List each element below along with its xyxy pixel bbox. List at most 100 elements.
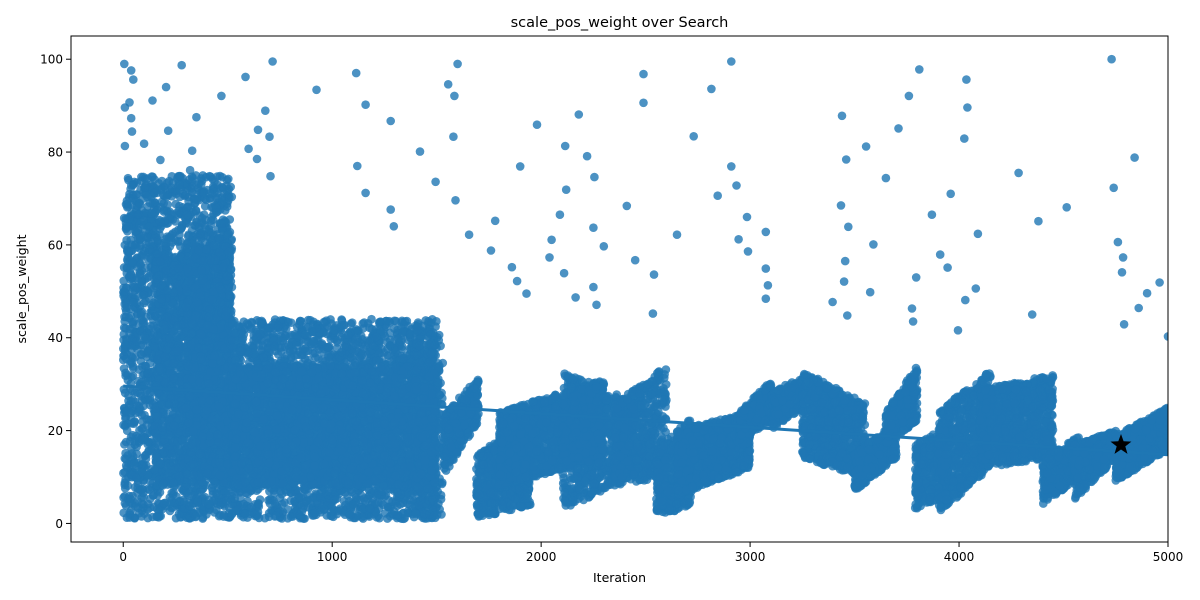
- data-points: [119, 54, 1168, 524]
- data-point: [191, 512, 200, 521]
- data-point: [136, 311, 146, 320]
- data-point: [153, 355, 162, 364]
- data-point: [122, 513, 132, 522]
- data-point: [227, 235, 236, 244]
- data-point: [153, 505, 162, 514]
- data-point: [186, 329, 196, 339]
- data-point: [198, 256, 208, 266]
- data-point: [183, 361, 193, 371]
- data-point: [169, 359, 179, 368]
- data-point: [196, 329, 206, 339]
- data-point: [127, 181, 136, 190]
- data-point: [173, 172, 183, 181]
- data-point: [197, 266, 206, 276]
- data-point: [156, 459, 165, 469]
- data-point: [140, 509, 149, 518]
- data-point: [124, 202, 133, 211]
- data-point: [222, 271, 232, 281]
- data-point: [224, 247, 233, 257]
- data-point: [159, 498, 169, 508]
- data-point: [135, 270, 145, 280]
- data-point: [126, 432, 136, 442]
- data-point: [185, 501, 194, 511]
- data-point: [126, 359, 135, 369]
- data-point: [206, 255, 215, 265]
- data-point: [141, 263, 150, 273]
- data-point: [198, 275, 208, 285]
- data-point: [204, 312, 213, 322]
- data-point: [202, 245, 211, 254]
- data-point: [163, 190, 172, 200]
- data-point: [222, 306, 231, 316]
- data-point: [213, 430, 222, 439]
- data-point: [215, 457, 224, 467]
- data-point: [187, 439, 197, 449]
- data-point: [163, 286, 172, 295]
- data-point: [205, 305, 214, 314]
- data-point: [198, 513, 208, 522]
- data-point: [147, 172, 157, 181]
- data-point: [159, 447, 169, 457]
- data-point: [176, 237, 185, 246]
- data-point: [172, 492, 181, 501]
- data-point: [160, 324, 169, 334]
- data-point: [160, 352, 170, 362]
- data-point: [143, 192, 152, 202]
- data-point: [150, 342, 159, 352]
- data-point: [157, 294, 166, 304]
- data-point: [182, 210, 192, 220]
- data-point: [136, 233, 145, 243]
- data-point: [155, 365, 164, 375]
- data-point: [137, 396, 147, 406]
- data-point: [126, 269, 136, 279]
- data-point: [196, 355, 206, 364]
- data-point: [182, 244, 192, 253]
- data-point: [197, 396, 207, 405]
- data-point: [120, 317, 129, 326]
- data-point: [214, 437, 224, 447]
- data-point: [169, 478, 178, 488]
- data-point: [209, 324, 218, 334]
- data-point: [152, 433, 162, 443]
- data-point: [137, 467, 147, 477]
- data-point: [193, 496, 202, 506]
- data-point: [121, 454, 131, 464]
- data-point: [188, 427, 198, 436]
- data-point: [216, 285, 226, 294]
- data-point: [225, 291, 234, 300]
- data-point: [185, 391, 195, 401]
- data-point: [214, 233, 224, 243]
- data-point: [176, 225, 186, 234]
- data-point: [121, 407, 131, 416]
- data-point: [205, 396, 215, 405]
- data-point: [212, 490, 222, 499]
- data-point: [119, 276, 128, 286]
- data-point: [128, 258, 137, 267]
- data-point: [206, 172, 215, 181]
- data-point: [174, 264, 184, 273]
- data-point: [139, 215, 148, 225]
- data-point: [174, 206, 183, 216]
- data-point: [134, 407, 144, 417]
- data-point: [120, 440, 129, 449]
- data-point: [132, 336, 141, 346]
- data-point: [123, 481, 133, 491]
- data-point: [130, 459, 139, 468]
- data-point: [119, 330, 129, 339]
- data-point: [187, 319, 197, 329]
- data-point: [162, 178, 172, 188]
- data-point: [174, 414, 184, 423]
- data-point: [185, 410, 195, 420]
- data-point: [204, 499, 214, 509]
- data-point: [217, 224, 227, 233]
- data-point: [138, 250, 148, 259]
- data-point: [140, 183, 150, 192]
- data-point: [208, 359, 217, 368]
- data-point: [124, 193, 134, 202]
- data-point: [222, 175, 232, 185]
- data-point: [159, 479, 168, 488]
- data-point: [207, 414, 217, 424]
- data-point: [138, 484, 147, 494]
- data-point: [132, 201, 142, 211]
